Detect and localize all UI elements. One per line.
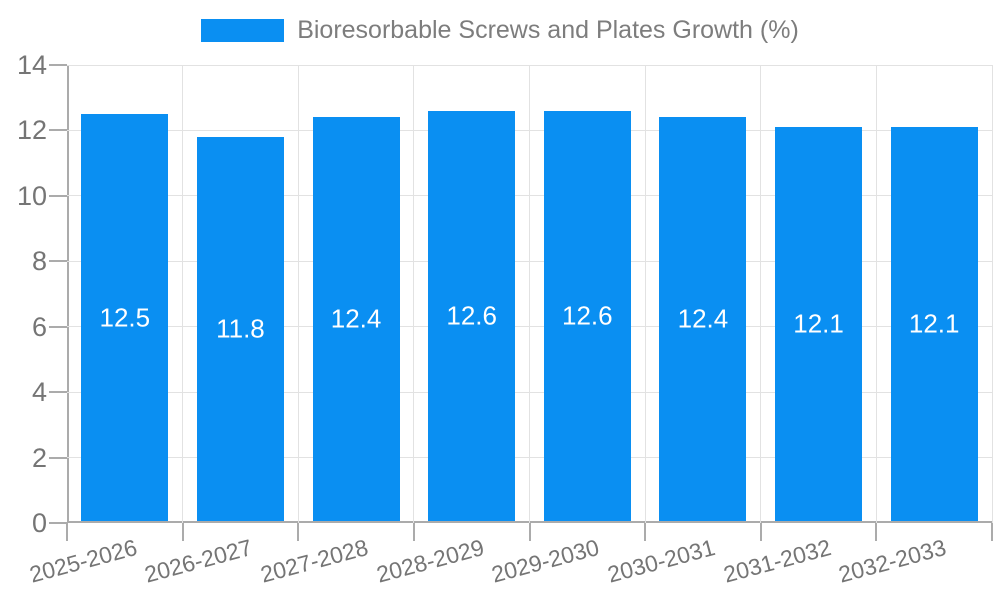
y-axis-label: 8 [31, 246, 47, 277]
bar-value-label: 12.6 [562, 300, 613, 331]
bar-value-label: 11.8 [216, 313, 265, 344]
x-axis-label: 2025-2026 [26, 534, 140, 588]
bar[interactable]: 12.1 [775, 127, 863, 521]
x-axis-label: 2026-2027 [142, 534, 256, 588]
x-gridline [991, 65, 993, 523]
x-gridline [413, 65, 415, 523]
x-axis-tick [66, 523, 68, 541]
y-axis-label: 2 [31, 442, 47, 473]
x-axis-tick [412, 523, 415, 541]
x-axis-label: 2032-2033 [835, 534, 949, 588]
x-axis-label: 2029-2030 [489, 534, 603, 588]
bar[interactable]: 12.1 [890, 127, 978, 521]
legend-swatch[interactable] [201, 19, 285, 42]
x-axis-label: 2027-2028 [257, 534, 371, 588]
y-axis-label: 12 [16, 115, 47, 146]
bar-value-label: 12.4 [330, 303, 382, 334]
y-axis-tick [49, 325, 67, 328]
x-axis-label: 2028-2029 [373, 534, 487, 588]
y-axis-label: 0 [31, 508, 47, 538]
y-axis-line [67, 65, 69, 523]
bar[interactable]: 12.6 [543, 110, 631, 521]
y-axis-label: 4 [31, 377, 47, 408]
legend-label[interactable]: Bioresorbable Screws and Plates Growth (… [297, 16, 799, 44]
x-gridline [182, 65, 184, 523]
x-axis-tick [528, 523, 531, 541]
y-axis-tick [49, 260, 67, 263]
x-gridline [875, 65, 877, 523]
y-axis-label: 14 [16, 50, 47, 80]
y-axis-tick [49, 194, 67, 197]
y-axis-label: 6 [31, 311, 47, 342]
bar[interactable]: 12.4 [312, 117, 400, 521]
chart-legend: Bioresorbable Screws and Plates Growth (… [0, 16, 1000, 45]
x-axis-tick [759, 523, 762, 541]
y-axis-tick [49, 456, 67, 459]
bar-value-label: 12.4 [677, 303, 729, 334]
bar[interactable]: 12.5 [81, 114, 169, 521]
bar[interactable]: 12.4 [659, 117, 747, 521]
bar-value-label: 12.1 [908, 308, 960, 339]
x-axis-label: 2031-2032 [720, 534, 834, 588]
x-axis-tick [181, 523, 184, 541]
x-gridline [297, 65, 299, 523]
y-axis-tick [49, 391, 67, 394]
x-axis-tick [875, 523, 878, 541]
x-gridline [644, 65, 646, 523]
plot-area: 12.5 11.8 12.4 12.6 12.6 12.4 12.1 12.1 [67, 64, 993, 523]
y-axis-tick [49, 522, 67, 524]
y-axis-tick [49, 129, 67, 132]
x-axis-tick [297, 523, 300, 541]
bar[interactable]: 11.8 [196, 136, 284, 521]
bar-value-label: 12.6 [446, 300, 497, 331]
x-axis-label: 2030-2031 [604, 534, 718, 588]
x-gridline [529, 65, 530, 523]
x-gridline [760, 65, 762, 523]
y-axis-label: 10 [16, 180, 47, 211]
bar[interactable]: 12.6 [428, 110, 516, 521]
bar-value-label: 12.1 [793, 308, 844, 339]
bar-value-label: 12.5 [99, 302, 151, 333]
y-axis-tick [49, 64, 67, 66]
x-axis-tick [991, 523, 993, 541]
x-axis-tick [644, 523, 647, 541]
